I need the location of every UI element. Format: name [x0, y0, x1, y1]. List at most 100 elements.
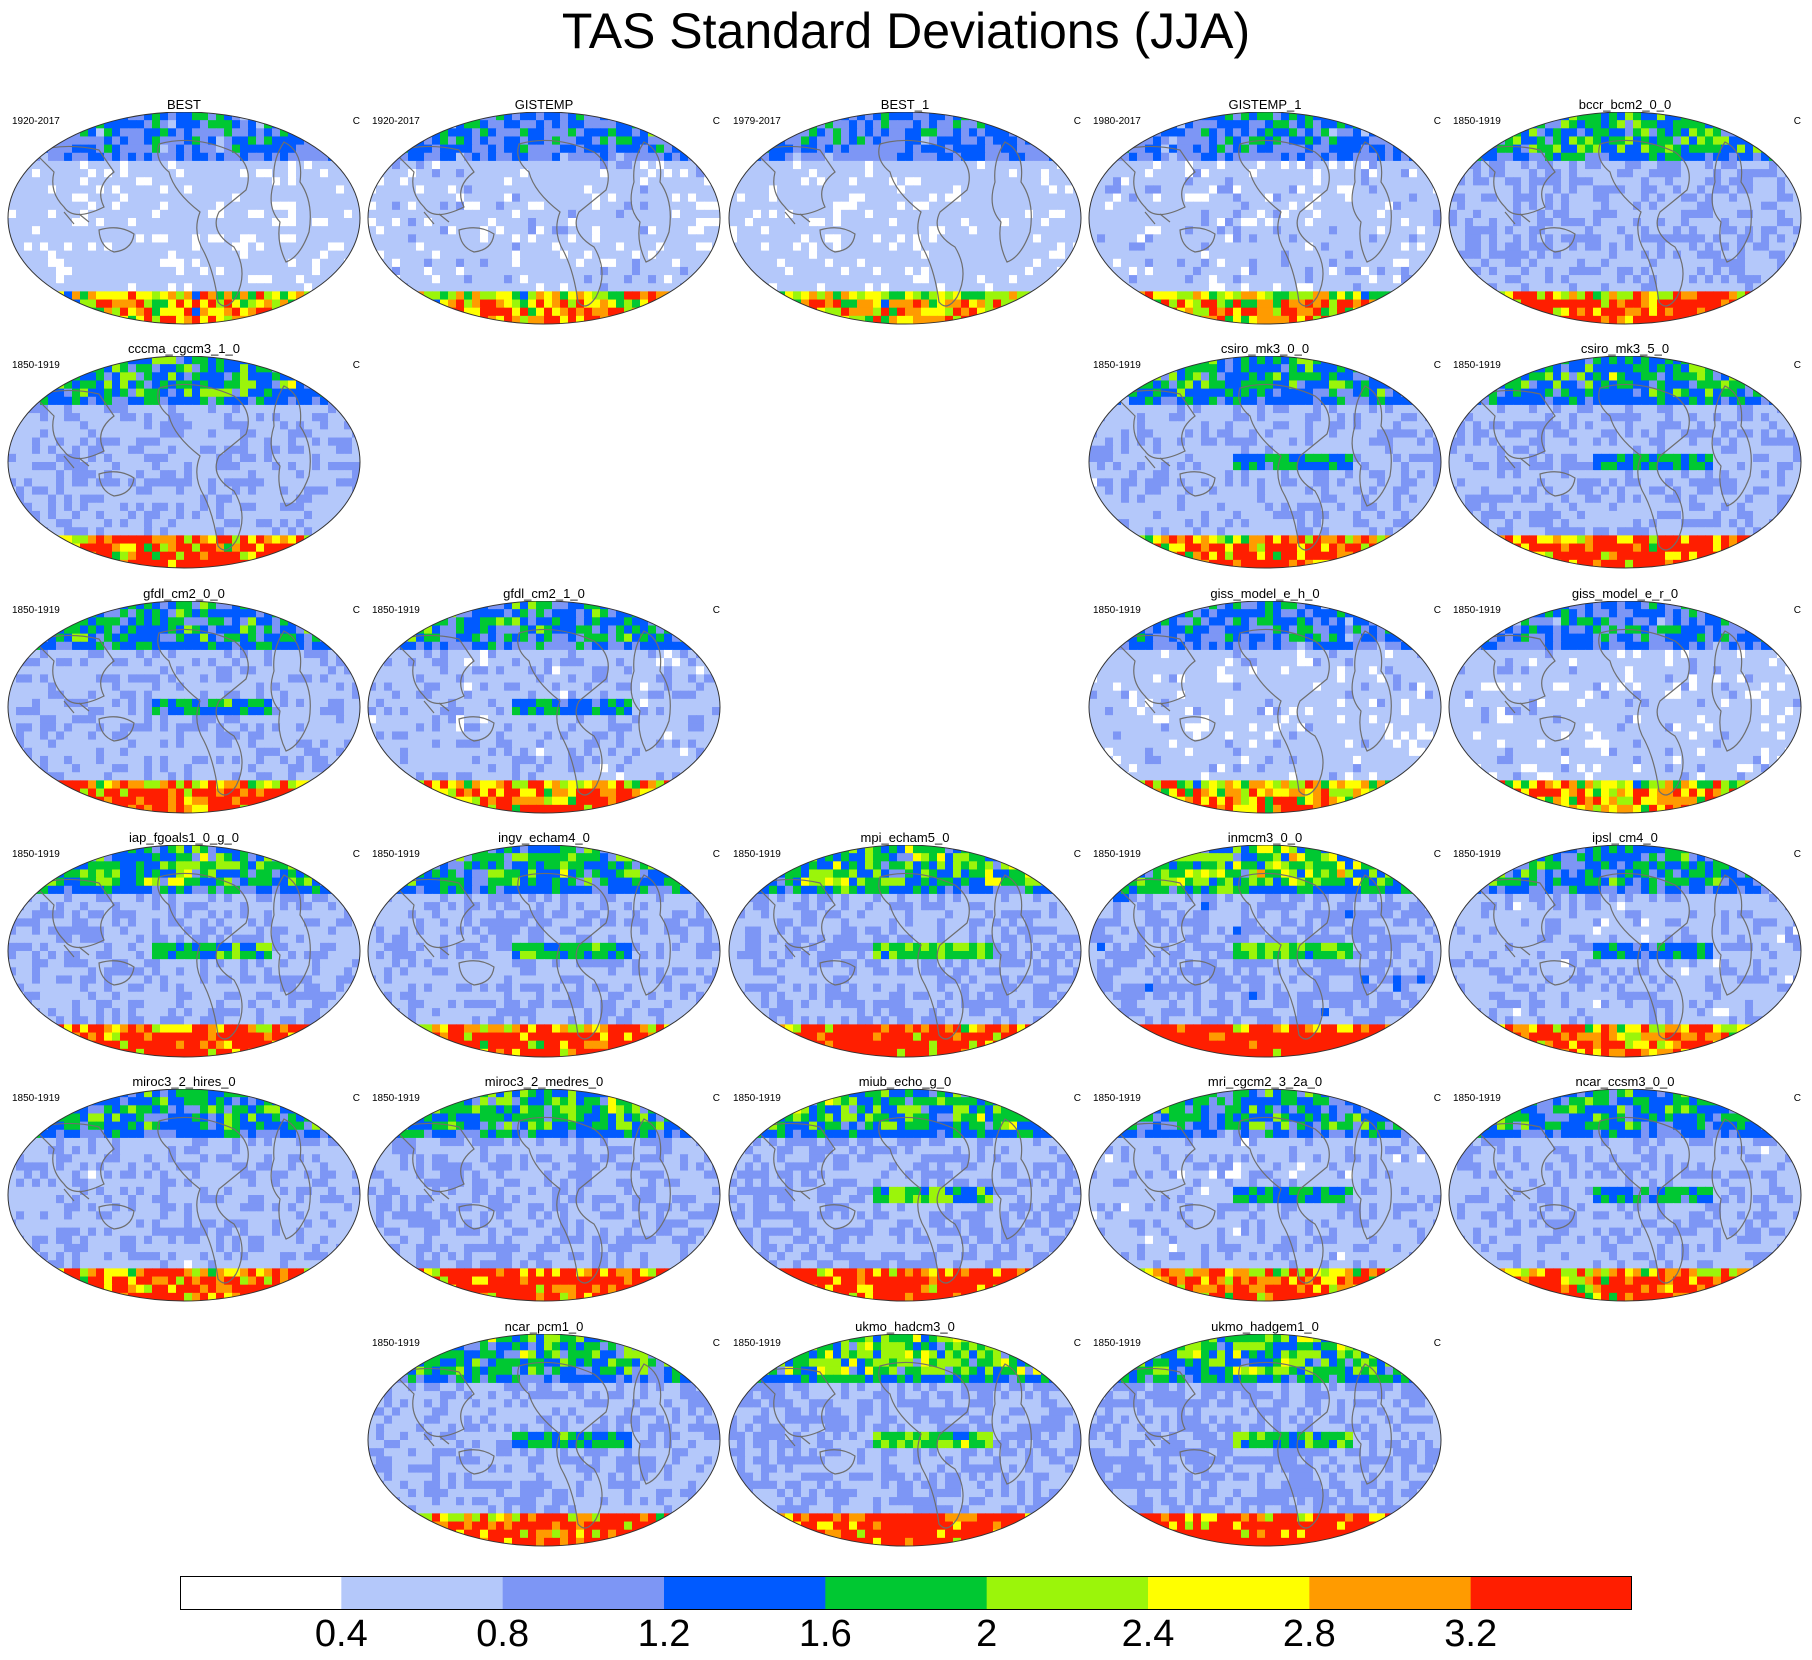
contour-map: [728, 112, 1082, 325]
map-panel: bccr_bcm2_0_0 1850-1919 C: [1445, 98, 1805, 328]
map-border: [1088, 601, 1442, 814]
contour-map: [367, 112, 721, 325]
panel-title: giss_model_e_r_0: [1445, 587, 1805, 601]
panel-period: 1850-1919: [372, 605, 420, 616]
colorbar-tick-label: 0.4: [296, 1612, 386, 1656]
panel-period: 1850-1919: [12, 849, 60, 860]
panel-period: 1850-1919: [12, 605, 60, 616]
panel-unit: C: [353, 849, 360, 860]
contour-map: [1448, 601, 1802, 814]
map-border: [1088, 356, 1442, 569]
map-border: [1448, 1089, 1802, 1302]
map-panel: gfdl_cm2_0_0 1850-1919 C: [4, 587, 364, 817]
colorbar-segment: [825, 1576, 988, 1610]
coastlines: [1473, 139, 1752, 307]
panel-title: inmcm3_0_0: [1085, 831, 1445, 845]
contour-field: [368, 601, 720, 813]
map-panel: GISTEMP_1 1980-2017 C: [1085, 98, 1445, 328]
coastlines: [1113, 139, 1392, 307]
coastlines: [1113, 872, 1392, 1040]
panel-period: 1850-1919: [12, 1093, 60, 1104]
map-panel: GISTEMP 1920-2017 C: [364, 98, 724, 328]
colorbar-tick-label: 2.4: [1103, 1612, 1193, 1656]
map-panel: miub_echo_g_0 1850-1919 C: [725, 1075, 1085, 1305]
contour-field: [1449, 356, 1801, 568]
contour-map: [1088, 1334, 1442, 1547]
panel-title: miroc3_2_hires_0: [4, 1075, 364, 1089]
panel-period: 1850-1919: [1453, 116, 1501, 127]
colorbar-tick-label: 2.8: [1264, 1612, 1354, 1656]
contour-field: [8, 601, 360, 813]
panel-title: giss_model_e_h_0: [1085, 587, 1445, 601]
panel-title: iap_fgoals1_0_g_0: [4, 831, 364, 845]
panel-period: 1850-1919: [1453, 605, 1501, 616]
map-border: [7, 845, 361, 1058]
panel-period: 1850-1919: [1093, 849, 1141, 860]
panel-period: 1850-1919: [1093, 360, 1141, 371]
panel-title: mpi_echam5_0: [725, 831, 1085, 845]
contour-field: [8, 1089, 360, 1301]
contour-map: [7, 601, 361, 814]
contour-field: [1089, 1334, 1441, 1546]
panel-period: 1980-2017: [1093, 116, 1141, 127]
map-border: [728, 845, 1082, 1058]
coastlines: [392, 872, 671, 1040]
coastlines: [392, 139, 671, 307]
panel-unit: C: [1434, 849, 1441, 860]
panel-unit: C: [353, 116, 360, 127]
panel-period: 1850-1919: [1453, 1093, 1501, 1104]
contour-field: [1449, 1089, 1801, 1301]
contour-field: [1089, 112, 1441, 324]
contour-field: [1449, 845, 1801, 1057]
colorbar-tick-label: 0.8: [458, 1612, 548, 1656]
contour-field: [368, 112, 720, 324]
map-panel: giss_model_e_r_0 1850-1919 C: [1445, 587, 1805, 817]
contour-field: [8, 112, 360, 324]
contour-map: [1448, 112, 1802, 325]
map-panel: ukmo_hadgem1_0 1850-1919 C: [1085, 1320, 1445, 1550]
map-panel: csiro_mk3_5_0 1850-1919 C: [1445, 342, 1805, 572]
panel-unit: C: [1074, 1338, 1081, 1349]
contour-field: [368, 1334, 720, 1546]
panel-unit: C: [1074, 849, 1081, 860]
contour-field: [729, 112, 1081, 324]
contour-map: [1088, 601, 1442, 814]
coastlines: [1113, 1116, 1392, 1284]
map-border: [1088, 112, 1442, 325]
panel-title: ipsl_cm4_0: [1445, 831, 1805, 845]
map-border: [1088, 1334, 1442, 1547]
colorbar-tick-label: 1.6: [780, 1612, 870, 1656]
panel-unit: C: [1794, 849, 1801, 860]
map-panel: iap_fgoals1_0_g_0 1850-1919 C: [4, 831, 364, 1061]
map-panel: ingv_echam4_0 1850-1919 C: [364, 831, 724, 1061]
map-border: [7, 356, 361, 569]
panel-unit: C: [713, 116, 720, 127]
panel-period: 1920-2017: [12, 116, 60, 127]
map-panel: csiro_mk3_0_0 1850-1919 C: [1085, 342, 1445, 572]
contour-field: [1089, 356, 1441, 568]
panel-title: mri_cgcm2_3_2a_0: [1085, 1075, 1445, 1089]
map-panel: BEST_1 1979-2017 C: [725, 98, 1085, 328]
colorbar-segment: [180, 1576, 342, 1610]
map-panel: miroc3_2_hires_0 1850-1919 C: [4, 1075, 364, 1305]
map-border: [7, 1089, 361, 1302]
panel-title: cccma_cgcm3_1_0: [4, 342, 364, 356]
map-panel: miroc3_2_medres_0 1850-1919 C: [364, 1075, 724, 1305]
colorbar-segment: [1470, 1576, 1632, 1610]
contour-map: [1088, 845, 1442, 1058]
colorbar-segment: [1309, 1576, 1472, 1610]
panel-period: 1850-1919: [372, 1093, 420, 1104]
panel-unit: C: [1434, 1093, 1441, 1104]
panel-unit: C: [1434, 605, 1441, 616]
coastlines: [392, 1116, 671, 1284]
panel-title: csiro_mk3_0_0: [1085, 342, 1445, 356]
colorbar-segment: [502, 1576, 665, 1610]
panel-period: 1850-1919: [1453, 849, 1501, 860]
panel-unit: C: [353, 605, 360, 616]
panel-unit: C: [713, 849, 720, 860]
contour-map: [7, 845, 361, 1058]
map-border: [367, 601, 721, 814]
panel-title: miroc3_2_medres_0: [364, 1075, 724, 1089]
contour-map: [1448, 845, 1802, 1058]
panel-unit: C: [353, 1093, 360, 1104]
